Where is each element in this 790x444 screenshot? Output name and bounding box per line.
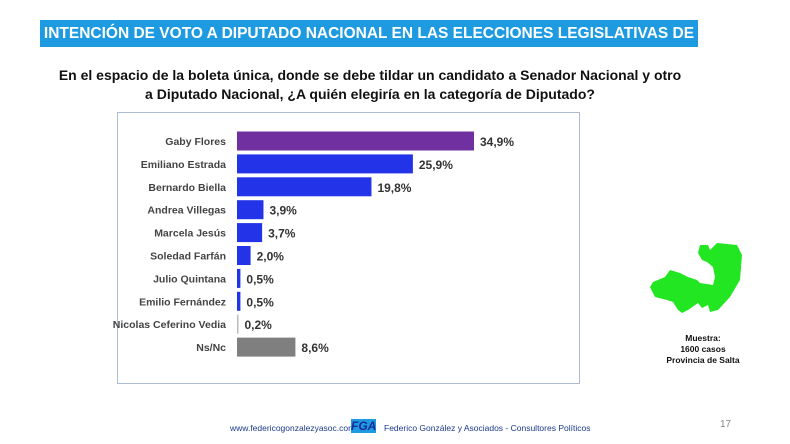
bar [237,268,241,288]
data-label: 0,5% [246,295,274,309]
bar [237,246,251,265]
sample-region: Provincia de Salta [666,355,740,365]
salta-province-shape [650,243,742,313]
bar [237,200,264,220]
sample-size: 1600 casos [680,344,726,354]
footer-company: Federico González y Asociados - Consulto… [384,423,591,433]
category-label: Emilio Fernández [139,296,226,308]
page-number: 17 [720,419,732,430]
slide-title: INTENCIÓN DE VOTO A DIPUTADO NACIONAL EN… [40,20,698,69]
bar [237,131,474,151]
category-label: Ns/Nc [196,342,226,354]
sample-label: Muestra: [685,333,721,343]
question-line-2: a Diputado Nacional, ¿A quién elegiría e… [145,86,595,102]
question-text: En el espacio de la boleta única, donde … [40,66,700,104]
data-label: 0,5% [246,272,274,286]
category-label: Julio Quintana [153,273,226,285]
data-label: 3,7% [268,227,296,241]
data-label: 19,8% [377,181,411,195]
category-label: Nicolas Ceferino Vedia [113,319,226,331]
data-label: 2,0% [257,250,285,264]
bar [237,314,239,334]
category-label: Gaby Flores [165,136,226,148]
category-label: Emiliano Estrada [141,159,226,171]
bar [237,177,372,197]
category-label: Bernardo Biella [148,182,226,194]
footer-url[interactable]: www.federicogonzalezyasoc.com [230,423,356,433]
data-label: 8,6% [301,341,329,355]
category-label: Andrea Villegas [147,205,226,217]
data-label: 25,9% [419,158,453,172]
sample-info: Muestra: 1600 casos Provincia de Salta [650,333,756,366]
data-label: 34,9% [480,135,514,149]
category-label: Marcela Jesús [154,228,226,240]
question-line-1: En el espacio de la boleta única, donde … [58,67,682,83]
bar [237,223,263,243]
bar [237,291,241,311]
category-label: Soledad Farfán [150,251,226,263]
data-label: 3,9% [269,204,297,218]
data-label: 0,2% [245,318,273,332]
chart-frame [117,112,580,384]
company-logo: FGA [351,419,377,433]
bar [237,154,413,174]
bar [237,337,296,357]
